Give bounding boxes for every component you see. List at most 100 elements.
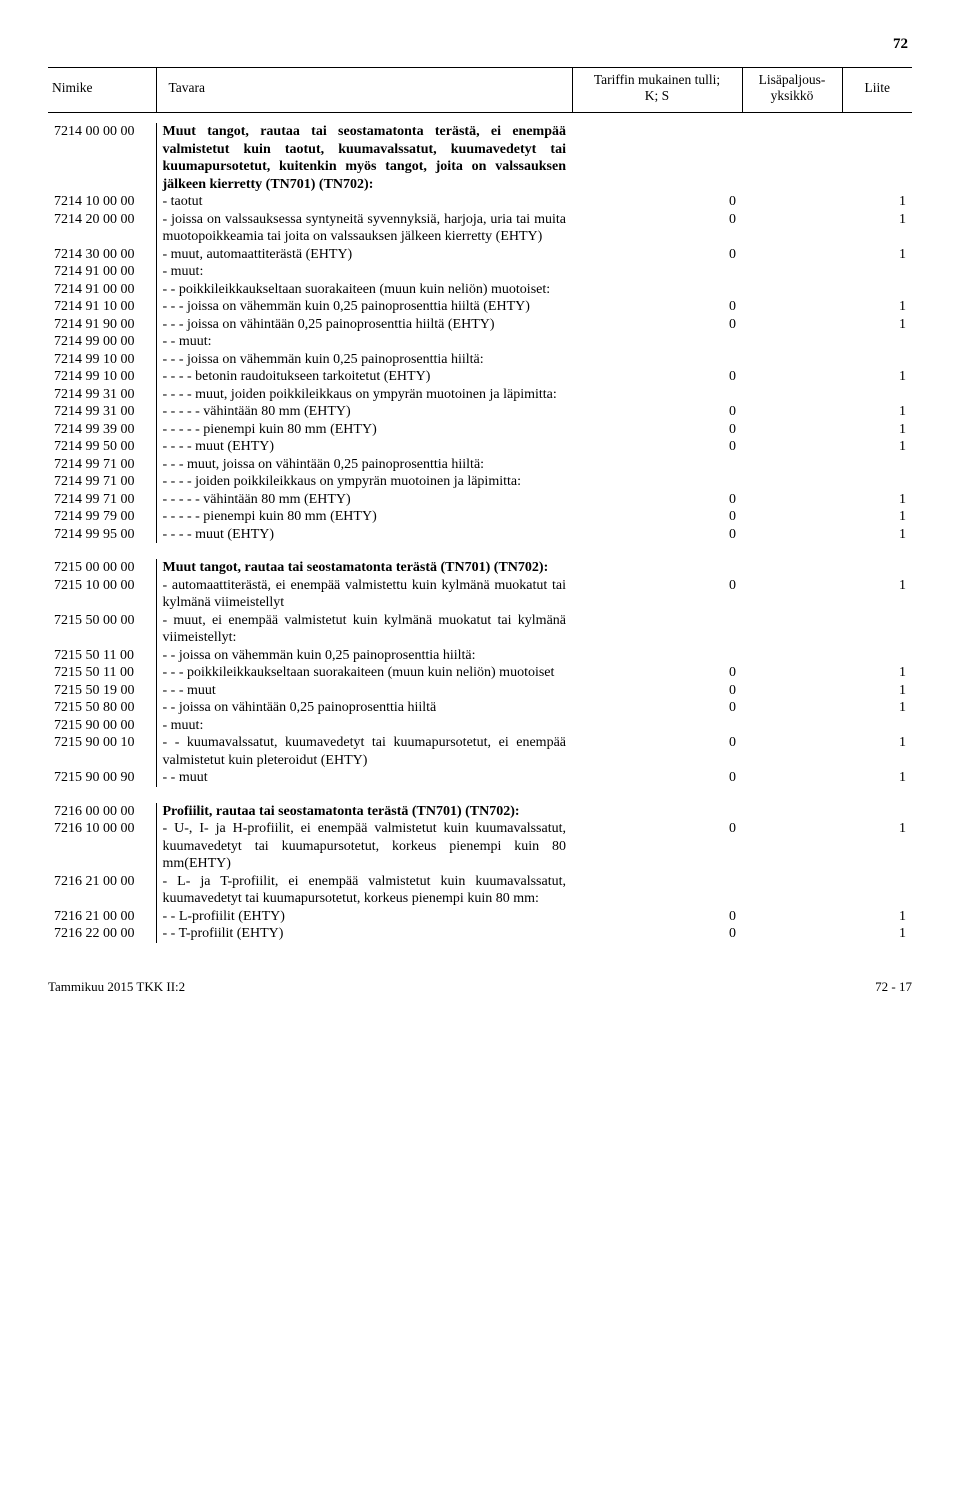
table-header: Nimike Tavara Tariffin mukainen tulli; K… [48, 68, 912, 113]
table-row: 7215 90 00 90- - muut01 [48, 769, 912, 787]
cell-code: 7215 50 11 00 [48, 647, 156, 665]
cell-code: 7214 99 00 00 [48, 333, 156, 351]
cell-code: 7214 91 00 00 [48, 281, 156, 299]
cell-annex [842, 456, 912, 474]
table-row: 7215 50 11 00- - - poikkileikkaukseltaan… [48, 664, 912, 682]
table-row: 7216 21 00 00- L- ja T-profiilit, ei ene… [48, 873, 912, 908]
page-number-top: 72 [48, 36, 912, 53]
cell-code: 7214 99 39 00 [48, 421, 156, 439]
table-row: 7214 91 00 00- muut: [48, 263, 912, 281]
cell-code: 7214 91 10 00 [48, 298, 156, 316]
cell-desc: - taotut [156, 193, 572, 211]
cell-unit [742, 333, 842, 351]
cell-tariff [572, 333, 742, 351]
cell-desc: - - - - joiden poikkileikkaus on ympyrän… [156, 473, 572, 491]
cell-tariff [572, 473, 742, 491]
cell-tariff [572, 717, 742, 735]
cell-desc: - - poikkileikkaukseltaan suorakaiteen (… [156, 281, 572, 299]
cell-unit [742, 456, 842, 474]
table-row: 7216 22 00 00- - T-profiilit (EHTY)01 [48, 925, 912, 943]
table-row: 7215 50 11 00- - joissa on vähemmän kuin… [48, 647, 912, 665]
cell-unit [742, 123, 842, 193]
cell-desc: - muut, ei enempää valmistetut kuin kylm… [156, 612, 572, 647]
table-row: 7214 99 71 00- - - - - vähintään 80 mm (… [48, 491, 912, 509]
table-row: 7214 99 39 00- - - - - pienempi kuin 80 … [48, 421, 912, 439]
page-footer: Tammikuu 2015 TKK II:2 72 - 17 [48, 979, 912, 995]
cell-annex: 1 [842, 298, 912, 316]
cell-tariff [572, 612, 742, 647]
cell-tariff: 0 [572, 734, 742, 769]
cell-unit [742, 699, 842, 717]
col-tariff-line2: K; S [645, 88, 669, 103]
col-unit: Lisäpaljous- yksikkö [742, 68, 842, 113]
cell-annex [842, 803, 912, 821]
tariff-table: Nimike Tavara Tariffin mukainen tulli; K… [48, 67, 912, 943]
cell-annex [842, 333, 912, 351]
table-row: 7214 99 31 00- - - - muut, joiden poikki… [48, 386, 912, 404]
table-row: 7216 00 00 00Profiilit, rautaa tai seost… [48, 803, 912, 821]
cell-unit [742, 717, 842, 735]
cell-code: 7214 99 71 00 [48, 473, 156, 491]
cell-tariff [572, 351, 742, 369]
table-row: 7214 20 00 00- joissa on valssauksessa s… [48, 211, 912, 246]
cell-unit [742, 682, 842, 700]
cell-annex: 1 [842, 491, 912, 509]
cell-code: 7215 10 00 00 [48, 577, 156, 612]
cell-desc: - muut, automaattiterästä (EHTY) [156, 246, 572, 264]
cell-code: 7215 90 00 90 [48, 769, 156, 787]
cell-tariff [572, 281, 742, 299]
table-row: 7215 50 19 00- - - muut01 [48, 682, 912, 700]
cell-tariff: 0 [572, 577, 742, 612]
cell-annex: 1 [842, 508, 912, 526]
cell-desc: Muut tangot, rautaa tai seostamatonta te… [156, 123, 572, 193]
cell-desc: - - - - muut (EHTY) [156, 526, 572, 544]
table-row: 7214 99 95 00- - - - muut (EHTY)01 [48, 526, 912, 544]
cell-unit [742, 873, 842, 908]
cell-tariff [572, 456, 742, 474]
cell-code: 7214 30 00 00 [48, 246, 156, 264]
cell-desc: - muut: [156, 717, 572, 735]
cell-annex: 1 [842, 699, 912, 717]
cell-code: 7215 50 00 00 [48, 612, 156, 647]
cell-tariff: 0 [572, 403, 742, 421]
cell-code: 7214 99 71 00 [48, 456, 156, 474]
cell-desc: - - - muut, joissa on vähintään 0,25 pai… [156, 456, 572, 474]
cell-code: 7215 50 80 00 [48, 699, 156, 717]
spacer-row [48, 787, 912, 803]
cell-annex [842, 873, 912, 908]
col-tariff: Tariffin mukainen tulli; K; S [572, 68, 742, 113]
cell-annex [842, 351, 912, 369]
cell-tariff: 0 [572, 769, 742, 787]
cell-tariff [572, 803, 742, 821]
table-row: 7214 99 79 00- - - - - pienempi kuin 80 … [48, 508, 912, 526]
cell-code: 7214 99 31 00 [48, 403, 156, 421]
cell-tariff: 0 [572, 298, 742, 316]
cell-unit [742, 211, 842, 246]
cell-unit [742, 647, 842, 665]
cell-code: 7214 99 10 00 [48, 351, 156, 369]
cell-tariff [572, 263, 742, 281]
cell-annex: 1 [842, 734, 912, 769]
cell-code: 7215 50 19 00 [48, 682, 156, 700]
table-row: 7215 90 00 10- - kuumavalssatut, kuumave… [48, 734, 912, 769]
cell-tariff: 0 [572, 421, 742, 439]
cell-annex: 1 [842, 421, 912, 439]
cell-code: 7214 91 90 00 [48, 316, 156, 334]
cell-annex: 1 [842, 368, 912, 386]
col-annex: Liite [842, 68, 912, 113]
cell-tariff: 0 [572, 316, 742, 334]
cell-annex: 1 [842, 211, 912, 246]
col-code: Nimike [48, 68, 156, 113]
spacer-row [48, 543, 912, 559]
cell-tariff: 0 [572, 508, 742, 526]
cell-desc: - L- ja T-profiilit, ei enempää valmiste… [156, 873, 572, 908]
cell-unit [742, 351, 842, 369]
cell-unit [742, 803, 842, 821]
footer-right: 72 - 17 [875, 979, 912, 995]
cell-desc: - automaattiterästä, ei enempää valmiste… [156, 577, 572, 612]
cell-code: 7216 21 00 00 [48, 873, 156, 908]
cell-code: 7215 90 00 10 [48, 734, 156, 769]
cell-unit [742, 925, 842, 943]
cell-desc: - muut: [156, 263, 572, 281]
col-desc: Tavara [156, 68, 572, 113]
